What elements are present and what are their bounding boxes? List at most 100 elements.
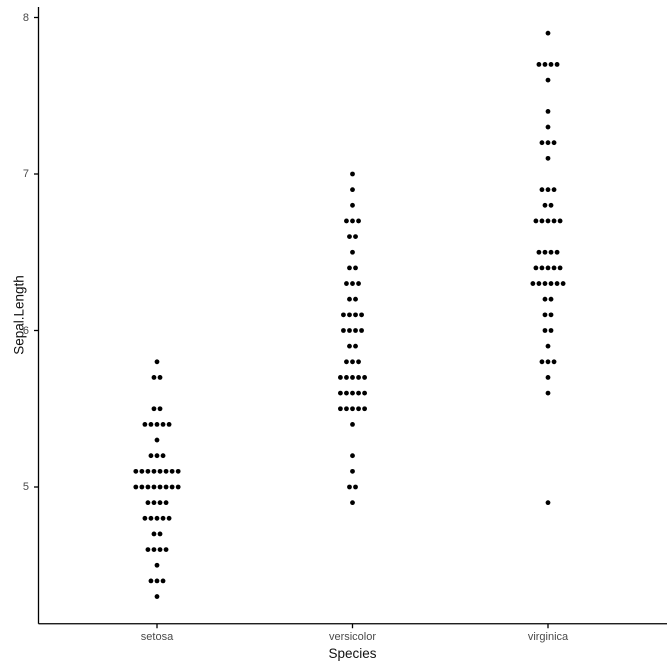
x-tick-versicolor: versicolor <box>328 631 377 643</box>
data-point <box>350 187 355 193</box>
y-tick-8: 8 <box>22 11 29 24</box>
data-point <box>347 265 352 271</box>
data-point <box>347 328 352 333</box>
data-point <box>160 453 166 459</box>
data-point <box>551 218 557 224</box>
data-point <box>548 249 554 255</box>
data-point <box>551 265 557 271</box>
data-point <box>362 390 367 396</box>
x-axis-title: Species <box>328 646 377 661</box>
data-point <box>145 484 151 490</box>
data-point <box>542 296 548 302</box>
data-point <box>362 375 367 380</box>
data-point <box>163 484 169 490</box>
data-point <box>157 468 163 474</box>
data-point <box>163 468 169 474</box>
y-axis-title: Sepal.Length <box>11 275 27 355</box>
data-point <box>356 281 361 286</box>
data-point <box>548 202 554 208</box>
data-point <box>548 296 554 302</box>
data-point <box>539 265 545 271</box>
data-point <box>542 328 548 333</box>
data-point <box>560 281 566 286</box>
data-point <box>154 562 160 568</box>
data-point <box>344 218 349 224</box>
data-point <box>533 265 539 271</box>
data-point <box>350 375 355 380</box>
data-point <box>133 484 139 490</box>
data-point <box>344 359 349 365</box>
data-point <box>344 375 349 380</box>
data-point <box>139 468 145 474</box>
data-point <box>536 62 542 67</box>
data-point <box>530 281 536 286</box>
data-point <box>160 422 166 427</box>
data-point <box>545 343 551 349</box>
x-tick-virginica: virginica <box>527 631 569 643</box>
data-point <box>166 515 172 521</box>
data-point <box>145 547 151 552</box>
data-point <box>344 281 349 286</box>
data-point <box>139 484 145 490</box>
data-point <box>344 406 349 412</box>
data-point <box>154 578 160 584</box>
data-point <box>353 328 358 333</box>
data-point <box>169 468 175 474</box>
data-point <box>157 547 163 552</box>
data-point <box>151 468 157 474</box>
data-point <box>551 359 557 365</box>
data-point <box>151 406 157 412</box>
data-point <box>338 406 343 412</box>
data-point <box>542 312 548 318</box>
data-point <box>163 500 169 506</box>
data-point <box>157 406 163 412</box>
data-dots <box>133 30 566 599</box>
data-point <box>542 281 548 286</box>
data-point <box>551 140 557 146</box>
y-tick-5: 5 <box>22 481 29 493</box>
data-point <box>347 312 352 318</box>
data-point <box>151 484 157 490</box>
data-point <box>356 375 361 380</box>
data-point <box>347 296 352 302</box>
data-point <box>353 296 358 302</box>
data-point <box>545 124 551 130</box>
data-point <box>548 62 554 67</box>
data-point <box>533 218 539 224</box>
data-point <box>554 281 560 286</box>
data-point <box>545 375 551 380</box>
data-point <box>536 281 542 286</box>
data-point <box>148 578 154 584</box>
data-point <box>157 484 163 490</box>
data-point <box>157 531 163 537</box>
data-point <box>142 422 148 427</box>
data-point <box>350 359 355 365</box>
data-point <box>545 30 551 36</box>
data-point <box>157 375 163 380</box>
data-point <box>350 281 355 286</box>
data-point <box>356 359 361 365</box>
data-point <box>341 328 346 333</box>
data-point <box>154 594 160 599</box>
data-point <box>542 62 548 67</box>
data-point <box>175 468 181 474</box>
data-point <box>551 187 557 193</box>
data-point <box>356 218 361 224</box>
data-point <box>353 343 358 349</box>
data-point <box>545 140 551 146</box>
data-point <box>554 62 560 67</box>
x-tick-setosa: setosa <box>140 631 174 643</box>
data-point <box>548 281 554 286</box>
data-point <box>350 422 355 427</box>
data-point <box>350 468 355 474</box>
data-point <box>356 390 361 396</box>
data-point <box>359 328 364 333</box>
data-point <box>344 390 349 396</box>
data-point <box>133 468 139 474</box>
data-point <box>557 218 563 224</box>
data-point <box>347 484 352 490</box>
data-point <box>545 500 551 506</box>
data-point <box>557 265 563 271</box>
